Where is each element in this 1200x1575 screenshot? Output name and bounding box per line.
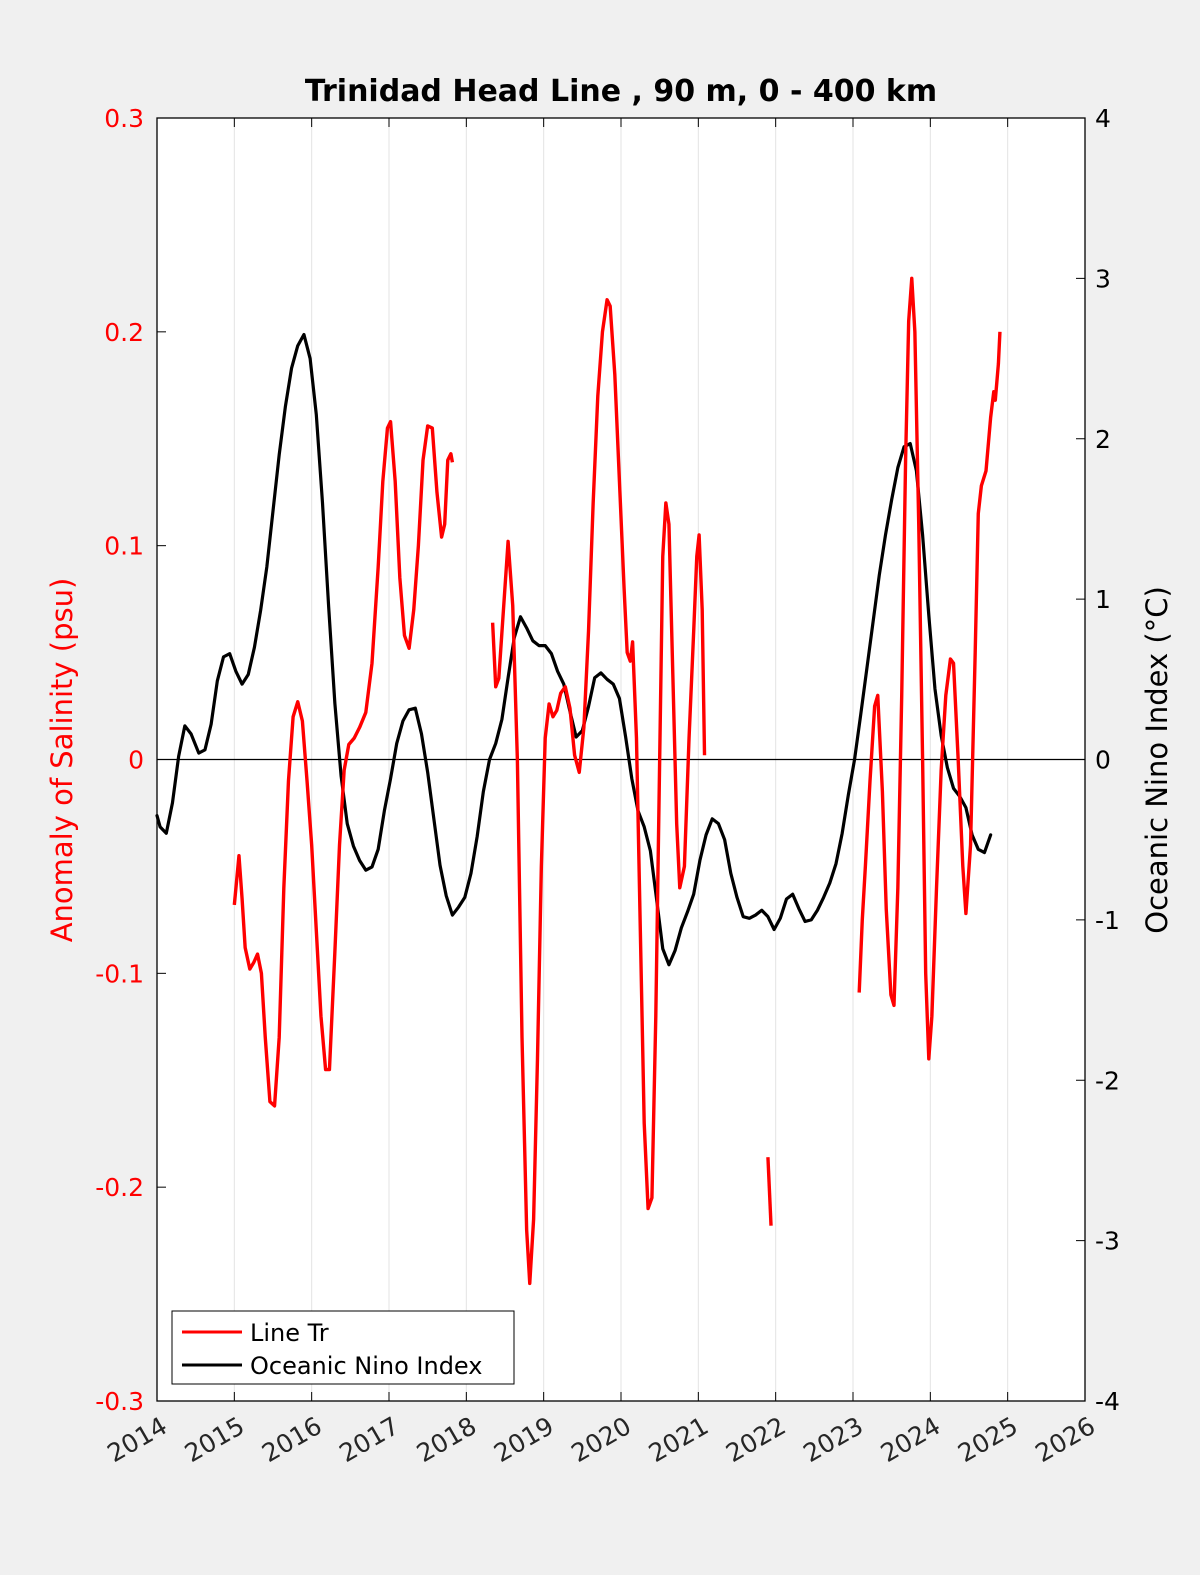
series-layer [155,276,1002,1286]
y-right-tick-label-3: 3 [1095,264,1111,293]
y-left-tick-label-0.2: 0.2 [104,318,144,347]
legend-label-oni: Oceanic Nino Index [250,1352,482,1380]
legend-box [171,1310,515,1385]
legend: Line Tr Oceanic Nino Index [171,1310,515,1385]
series-line-line-tr-segment-2 [490,298,707,1286]
y-right-tick-label--4: -4 [1095,1387,1120,1416]
y-right-tick-label-0: 0 [1095,746,1111,775]
y-right-tick-label-1: 1 [1095,585,1111,614]
y-left-tick-label--0.2: -0.2 [95,1173,144,1202]
y-left-tick-label--0.1: -0.1 [95,959,144,988]
y-right-tick-label-2: 2 [1095,425,1111,454]
y-right-tick-label--3: -3 [1095,1227,1120,1256]
y-right-tick-label-4: 4 [1095,104,1111,133]
chart-title: Trinidad Head Line , 90 m, 0 - 400 km [305,74,937,109]
y-left-tick-label-0: 0 [128,746,144,775]
y-axis-left-label: Anomaly of Salinity (psu) [45,578,79,943]
legend-label-line-tr: Line Tr [250,1319,329,1347]
y-axis-right-label: Oceanic Nino Index (°C) [1140,586,1174,934]
y-right-tick-label--1: -1 [1095,906,1120,935]
y-axis-right: -4 -3 -2 -1 0 1 2 3 4 [1076,104,1120,1416]
y-axis-left: -0.3 -0.2 -0.1 0 0.1 0.2 0.3 [95,104,166,1416]
series-line-line-tr-segment-4 [857,276,1002,1061]
y-left-tick-label--0.3: -0.3 [95,1387,144,1416]
y-right-tick-label--2: -2 [1095,1066,1120,1095]
y-left-tick-label-0.1: 0.1 [104,532,144,561]
series-line-line-tr-segment-1 [232,419,455,1108]
series-line-line-tr-segment-3 [766,1157,773,1226]
y-left-tick-label-0.3: 0.3 [104,104,144,133]
